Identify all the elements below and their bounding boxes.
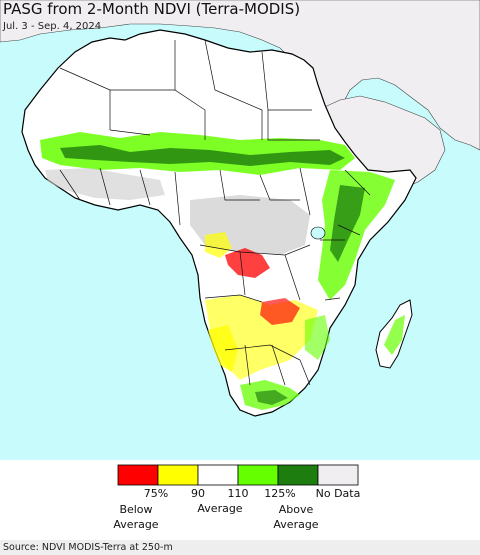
country-borders [59,39,371,386]
legend-swatch-75-90 [157,464,199,486]
legend-tick-110: 110 [227,487,249,500]
legend-swatch-above-125 [277,464,319,486]
congo-below-average [225,248,270,278]
legend-swatch-90-110 [197,464,239,486]
zambia-below-average [260,298,300,325]
legend-swatch-no-data [317,464,359,486]
namibia-slightly-below [208,325,238,372]
legend-below-average: Below Average [113,503,159,531]
legend-tick-125: 125% [264,487,296,500]
south-africa-well-above [255,390,288,405]
lake-victoria [310,226,326,240]
legend-swatch-110-125 [237,464,279,486]
legend-swatch-below-75 [117,464,159,486]
legend-bar [117,464,359,486]
map-canvas [0,0,480,460]
legend-no-data: No Data [315,487,361,500]
legend-above-average: Above Average [273,503,319,531]
map-title: PASG from 2-Month NDVI (Terra-MODIS) [3,0,301,18]
legend-tick-75: 75% [143,487,169,500]
congo-slightly-below [205,232,232,258]
mozambique-above-average [305,315,330,360]
sahel-well-above-average [60,145,345,166]
east-africa-well-above-average [330,185,365,262]
legend-tick-90: 90 [191,487,205,500]
madagascar-above-average [384,315,405,355]
legend-average: Average [197,502,243,515]
map-subtitle: Jul. 3 - Sep. 4, 2024 [3,21,102,32]
source-footer: Source: NDVI MODIS-Terra at 250-m [0,540,480,555]
